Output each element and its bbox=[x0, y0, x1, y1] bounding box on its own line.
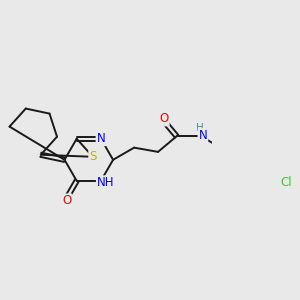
Text: O: O bbox=[159, 112, 169, 125]
Text: N: N bbox=[97, 132, 105, 145]
Text: H: H bbox=[196, 123, 204, 133]
Text: Cl: Cl bbox=[280, 176, 292, 189]
Text: N: N bbox=[199, 129, 207, 142]
Text: NH: NH bbox=[97, 176, 114, 189]
Text: O: O bbox=[62, 194, 71, 207]
Text: S: S bbox=[89, 150, 97, 163]
